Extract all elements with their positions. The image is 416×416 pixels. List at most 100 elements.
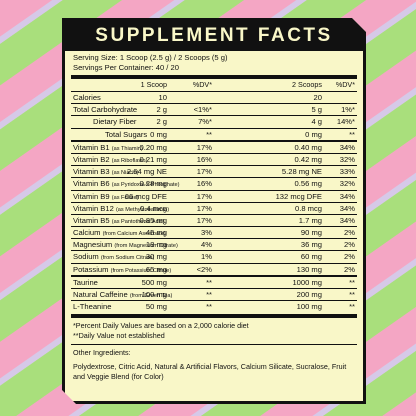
amount-2-scoops: 5.28 mg NE [281, 167, 322, 177]
serving-info: Serving Size: 1 Scoop (2.5 g) / 2 Scoops… [71, 53, 357, 73]
nutrient-source: (from Magnesium Citrate) [114, 243, 178, 250]
dv-2-scoops: 34% [339, 215, 355, 225]
amount-2-scoops: 200 mg [296, 290, 322, 299]
nutrient-name: Vitamin B6 [73, 179, 110, 189]
servings-per-container: Servings Per Container: 40 / 20 [73, 63, 179, 72]
table-row: Vitamin B1 (as Thiamin) 0.20 mg 17% 0.40 mg… [71, 140, 357, 153]
nutrient-label: Vitamin B6 (as Pyridoxal-5-Phosphate) [73, 178, 180, 191]
table-row: Dietary Fiber 2 g 7%* 4 g 14%* [71, 115, 357, 127]
table-row: Vitamin B9 (as Folate) 66 mcg DFE 17% 132 m… [71, 190, 357, 202]
table-row: Vitamin B5 (as Pantothenic Acid) 0.85 mg 1… [71, 214, 357, 226]
nutrient-name: Calories [73, 93, 101, 102]
nutrient-name: Vitamin B3 [73, 167, 110, 177]
amount-2-scoops: 20 [313, 93, 322, 102]
dv-2-scoops: 14%* [336, 117, 355, 127]
amount-1-scoop: 0 mg [150, 129, 167, 139]
amount-1-scoop: 0.28 mg [139, 179, 167, 189]
dv-1-scoop: 3% [201, 228, 212, 238]
nutrient-source: (as Riboflavin) [111, 157, 148, 164]
table-row: Potassium (from Potassium Citrate) 65 mg <… [71, 263, 357, 275]
amount-1-scoop: 0.85 mg [139, 215, 167, 225]
dv-1-scoop: 16% [196, 179, 212, 189]
amount-2-scoops: 0.56 mg [294, 179, 322, 189]
nutrient-label: Calories [73, 92, 101, 103]
dv-2-scoops: 2% [344, 264, 355, 274]
amount-1-scoop: 2 g [156, 105, 167, 115]
table-row: Calcium (from Calcium Ascorbate) 45 mg 3% 9… [71, 226, 357, 238]
nutrient-name: Calcium [73, 228, 101, 238]
serving-size: Serving Size: 1 Scoop (2.5 g) / 2 Scoops… [73, 53, 228, 62]
table-row: Calories 10 20 [71, 91, 357, 103]
dv-1-scoop: 17% [196, 191, 212, 201]
nutrient-source: (as Methylcobalamin) [115, 206, 170, 213]
dv-2-scoops: ** [349, 129, 355, 139]
nutrient-label: Vitamin B12 (as Methylcobalamin) [73, 203, 169, 216]
amount-1-scoop: 18 mg [145, 240, 167, 250]
nutrient-name: Vitamin B12 [73, 203, 114, 213]
dv-2-scoops: 34% [339, 191, 355, 201]
nutrient-label: Vitamin B2 (as Riboflavin) [73, 154, 147, 167]
nutrient-source: (as Pyridoxal-5-Phosphate) [111, 182, 180, 189]
nutrient-name: L-Theanine [73, 302, 112, 312]
nutrient-source: (from Sodium Citrate) [100, 255, 155, 262]
amount-1-scoop: 0.20 mg [139, 142, 167, 152]
amount-1-scoop: 66 mcg DFE [124, 191, 167, 201]
amount-2-scoops: 1.7 mg [298, 215, 322, 225]
dv-1-scoop: 4% [201, 240, 212, 250]
dv-1-scoop: 17% [196, 142, 212, 152]
amount-1-scoop: 0.21 mg [139, 154, 167, 164]
dv-2-scoops: 32% [339, 154, 355, 164]
table-row: Total Carbohydrate 2 g <1%* 5 g 1%* [71, 103, 357, 115]
nutrient-label: Total Carbohydrate [73, 104, 137, 115]
dv-1-scoop: ** [206, 290, 212, 299]
nutrient-source: (as Folate) [111, 194, 139, 201]
dv-1-scoop: 17% [196, 167, 212, 177]
dv-2-scoops: 2% [344, 252, 355, 262]
amount-2-scoops: 60 mg [300, 252, 322, 262]
table-row: Total Sugars 0 mg ** 0 mg ** [71, 128, 357, 140]
amount-1-scoop: 45 mg [145, 228, 167, 238]
nutrient-label: Potassium (from Potassium Citrate) [73, 264, 171, 277]
nutrient-label: Calcium (from Calcium Ascorbate) [73, 227, 166, 240]
dv-1-scoop: 1% [201, 252, 212, 262]
table-row: Taurine 500 mg ** 1000 mg ** [71, 275, 357, 288]
amount-1-scoop: 2 g [156, 117, 167, 127]
nutrient-label: Taurine [73, 277, 98, 288]
table-row: Vitamin B2 (as Riboflavin) 0.21 mg 16% 0.42… [71, 153, 357, 165]
nutrient-name: Magnesium [73, 240, 113, 250]
dv-2-scoops: ** [349, 277, 355, 287]
amount-1-scoop: 0.4 mcg [139, 203, 167, 213]
amount-2-scoops: 132 mcg DFE [275, 191, 322, 201]
nutrient-source: (as Niacin) [111, 170, 139, 177]
nutrient-label: Vitamin B9 (as Folate) [73, 191, 138, 204]
table-row: Vitamin B6 (as Pyridoxal-5-Phosphate) 0.2… [71, 177, 357, 189]
table-row: Magnesium (from Magnesium Citrate) 18 mg 4… [71, 238, 357, 250]
footnotes: *Percent Daily Values are based on a 2,0… [71, 318, 357, 341]
amount-1-scoop: 65 mg [145, 264, 167, 274]
amount-2-scoops: 5 g [311, 105, 322, 115]
amount-2-scoops: 90 mg [300, 228, 322, 238]
nutrient-source: (from Calcium Ascorbate) [102, 231, 166, 238]
table-row: L-Theanine 50 mg ** 100 mg ** [71, 300, 357, 312]
footnote-dv: *Percent Daily Values are based on a 2,0… [73, 321, 249, 331]
col-amount2: 2 Scoops [292, 80, 322, 89]
dv-1-scoop: 17% [196, 215, 212, 225]
nutrient-label: Dietary Fiber [93, 116, 136, 127]
nutrient-name: Vitamin B2 [73, 154, 110, 164]
dv-1-scoop: <2% [196, 264, 212, 274]
dv-2-scoops: 1%* [341, 105, 355, 115]
supplement-facts-panel: SUPPLEMENT FACTS Serving Size: 1 Scoop (… [62, 18, 366, 404]
nutrient-label: Total Sugars [105, 129, 147, 140]
dv-2-scoops: 2% [344, 240, 355, 250]
footnote-not-established: **Daily Value not established [73, 331, 165, 341]
nutrient-label: L-Theanine [73, 301, 111, 312]
dv-2-scoops: ** [349, 290, 355, 299]
table-row: Natural Caffeine (from Green Tea) 100 mg *… [71, 288, 357, 300]
col-amount1: 1 Scoop [140, 80, 167, 89]
dv-1-scoop: 16% [196, 154, 212, 164]
dv-2-scoops: 33% [339, 167, 355, 177]
amount-1-scoop: 10 [158, 93, 167, 102]
nutrient-label: Vitamin B1 (as Thiamin) [73, 142, 143, 155]
table-row: Vitamin B12 (as Methylcobalamin) 0.4 mcg 1… [71, 202, 357, 214]
nutrient-name: Natural Caffeine [73, 290, 128, 299]
